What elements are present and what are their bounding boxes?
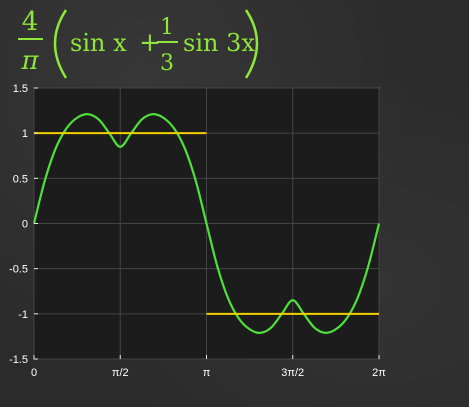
coefficient-numerator: 4 bbox=[22, 7, 39, 37]
term-sin-3x: sin 3x bbox=[183, 29, 255, 57]
x-axis-ticks: 0 π/2 π 3π/2 2π bbox=[31, 355, 386, 379]
fraction-numerator: 1 bbox=[160, 15, 174, 40]
fourier-approximation-curve bbox=[32, 113, 381, 334]
y-tick-label-6: -1.5 bbox=[9, 354, 28, 366]
x-tick-label-2: π bbox=[203, 367, 211, 379]
y-axis-ticks: 1.5 1 0.5 0 -0.5 -1 -1.5 bbox=[9, 83, 38, 366]
left-parenthesis bbox=[53, 9, 68, 79]
y-tick-label-4: -0.5 bbox=[9, 264, 28, 276]
series-layer bbox=[32, 113, 381, 334]
y-tick-label-3: 0 bbox=[22, 219, 28, 231]
formula: 4 π sin x + 1 3 sin 3x bbox=[18, 7, 259, 79]
y-tick-label-1: 1 bbox=[22, 128, 28, 140]
term-sin-x: sin x bbox=[70, 29, 127, 57]
right-parenthesis bbox=[244, 9, 259, 79]
plus-sign: + bbox=[139, 28, 161, 58]
y-tick-label-5: -1 bbox=[18, 309, 28, 321]
x-tick-label-1: π/2 bbox=[112, 367, 129, 379]
x-tick-label-0: 0 bbox=[31, 367, 37, 379]
coefficient-denominator: π bbox=[20, 46, 39, 76]
x-tick-label-4: 2π bbox=[372, 367, 386, 379]
y-tick-label-2: 0.5 bbox=[13, 173, 28, 185]
x-tick-label-3: 3π/2 bbox=[281, 367, 304, 379]
y-tick-label-0: 1.5 bbox=[13, 83, 28, 95]
fraction-denominator: 3 bbox=[160, 51, 174, 76]
